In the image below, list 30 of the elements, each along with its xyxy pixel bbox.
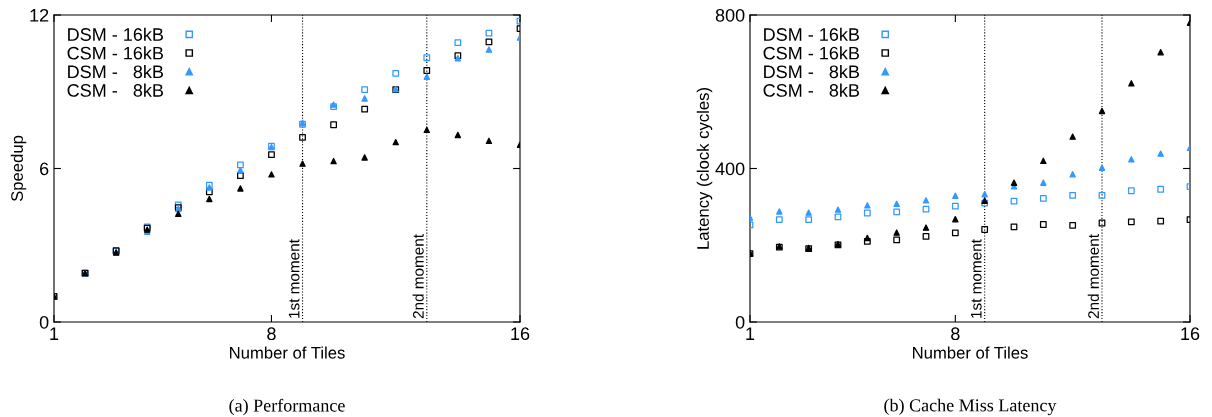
text: (a) Performance (229, 398, 345, 416)
legend-label: CSM - 16kB (67, 46, 164, 60)
x-tick-label: 8 (951, 327, 960, 341)
x-axis-title: Number of Tiles (913, 346, 1028, 359)
y-axis-title: Latency (clock cycles) (696, 88, 713, 249)
legend-label: DSM - 16kB (764, 27, 860, 41)
legend-label: CSM - 16kB (763, 46, 860, 60)
ref-line-label: 2nd moment (412, 234, 424, 319)
ref-line-label: 1st moment (970, 239, 982, 318)
x-axis-title: Number of Tiles (230, 346, 345, 359)
legend-label: CSM - 8kB (763, 83, 860, 97)
x-tick-label: 1 (746, 327, 755, 340)
y-axis-title: Speedup (10, 135, 27, 202)
y-tick-label: 12 (30, 8, 49, 22)
x-tick-label: 16 (1181, 327, 1200, 341)
ref-line-label: 2nd moment (1087, 234, 1099, 319)
x-tick-label: 1 (50, 327, 59, 340)
y-tick-label: 0 (735, 315, 745, 329)
y-tick-label: 0 (39, 315, 49, 329)
text: (b) Cache Miss Latency (884, 398, 1057, 416)
x-tick-label: 16 (511, 327, 530, 341)
legend-label: DSM - 8kB (764, 64, 860, 79)
legend-label: CSM - 8kB (67, 83, 164, 97)
x-tick-label: 8 (267, 327, 276, 341)
y-tick-label: 400 (715, 162, 745, 176)
y-tick-label: 800 (715, 8, 745, 22)
legend-label: DSM - 16kB (68, 27, 164, 41)
ref-line-label: 1st moment (288, 239, 300, 318)
y-tick-label: 6 (40, 162, 49, 176)
legend-label: DSM - 8kB (68, 64, 164, 79)
